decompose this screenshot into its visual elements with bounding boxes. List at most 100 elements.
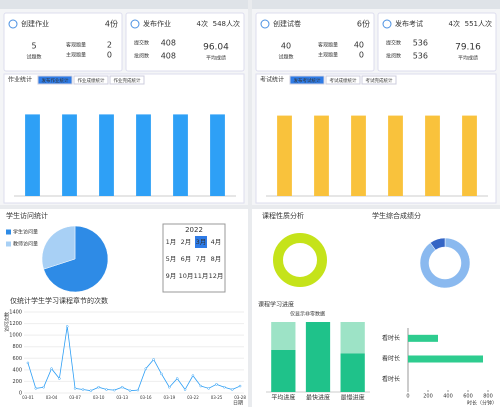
x-tick-label: 03-22 [187,395,199,400]
card-icon [130,19,140,29]
y-tick-label: 1000 [9,333,22,339]
y-axis-label: 访问次数 [4,312,11,332]
stat-label: 试题数 [278,54,293,61]
card-count: 4次 [449,19,460,28]
tab[interactable] [361,75,397,85]
point [128,389,132,392]
x-tick-label: 03-16 [140,395,152,400]
point [152,358,155,361]
month[interactable]: 8月 [211,255,222,263]
stat-label: 主观题量 [66,52,86,59]
point [50,367,53,370]
point [175,377,179,380]
stat-value: 536 [413,52,428,61]
stat-value: 96.04 [203,43,229,53]
month[interactable]: 5月 [166,255,177,263]
stat-label: 批阅数 [134,53,149,60]
point [65,325,69,328]
chart-title: 学生访问统计 [6,211,48,220]
y-tick-label: 1200 [9,321,22,327]
x-tick-label: 03-10 [93,395,105,400]
point [191,374,195,377]
chart-panel [3,73,245,204]
stat-value: 2 [107,41,112,50]
bar [408,334,438,342]
x-tick-label: 03-04 [46,395,58,400]
tab[interactable] [289,75,325,85]
card-icon [382,19,392,29]
month[interactable]: 12月 [209,272,224,280]
month[interactable]: 6月 [181,255,192,263]
point [120,385,124,389]
point [89,389,93,392]
legend-label: 教师访问量 [13,241,38,248]
bar [388,115,403,196]
x-tick-label: 03-13 [116,395,128,400]
card-title: 创建试卷 [273,19,301,28]
point [215,383,218,386]
bar [136,114,151,196]
tab-label: 考试完成统计 [366,77,393,84]
point [160,372,163,376]
x-tick-label: 200 [423,394,433,400]
bar [277,115,292,196]
tab[interactable] [109,75,145,85]
tab-label: 考试成绩统计 [330,77,357,84]
stat-label: 客观题量 [66,42,86,49]
tab[interactable] [37,75,73,85]
x-axis-label: 时长（分钟） [467,400,497,407]
x-tick-label: 800 [483,394,493,400]
bar [314,115,329,196]
card-count: 4份 [105,19,118,29]
stat-label: 提交数 [134,40,149,47]
month[interactable]: 9月 [166,272,177,280]
calendar-year: 2022 [185,226,203,234]
chart-title: 课程学习进度 [258,301,294,309]
stat-label: 平均成绩 [458,55,478,62]
month[interactable]: 4月 [211,238,222,246]
tab[interactable] [325,75,361,85]
point [136,388,140,392]
bar [25,114,40,196]
point [58,377,61,380]
line-series [27,326,241,392]
stat-value: 40 [281,42,291,51]
stat-label: 主观题量 [318,52,338,59]
stat-label: 客观题量 [318,42,338,49]
bar [408,355,483,363]
tab[interactable] [73,75,109,85]
month[interactable]: 11月 [194,272,209,280]
bar [351,115,366,196]
month[interactable]: 7月 [196,255,207,263]
card [377,12,497,72]
point [113,388,116,392]
chart-title: 课程性质分析 [262,211,304,220]
card-extra: 548人次 [213,19,240,28]
month[interactable]: 10月 [179,272,194,280]
bar [340,353,365,392]
x-axis-label: 日期 [233,401,243,407]
month[interactable]: 3月 [196,238,207,246]
month[interactable]: 1月 [166,238,177,246]
month[interactable]: 2月 [181,238,192,246]
stat-label: 提交数 [386,40,401,47]
bar [271,350,296,392]
point [223,385,226,389]
y-tick-label: 0 [19,391,22,397]
stat-value: 0 [359,51,364,60]
x-tick-label: 600 [463,394,473,400]
x-tick-label: 03-25 [211,395,223,400]
tab-label: 发布考试统计 [294,77,321,84]
card-icon [8,19,18,29]
point [73,387,77,390]
y-tick-label: 看时长 [382,375,400,383]
selected-month [195,236,207,248]
pie-slice [43,225,109,293]
point [230,388,234,391]
y-tick-label: 800 [12,344,22,350]
tab-label: 作业成绩统计 [78,77,105,84]
y-tick-label: 400 [12,367,22,373]
pie-slice [41,225,76,270]
tab-label: 发布作业统计 [42,77,69,84]
y-tick-label: 600 [12,356,22,362]
